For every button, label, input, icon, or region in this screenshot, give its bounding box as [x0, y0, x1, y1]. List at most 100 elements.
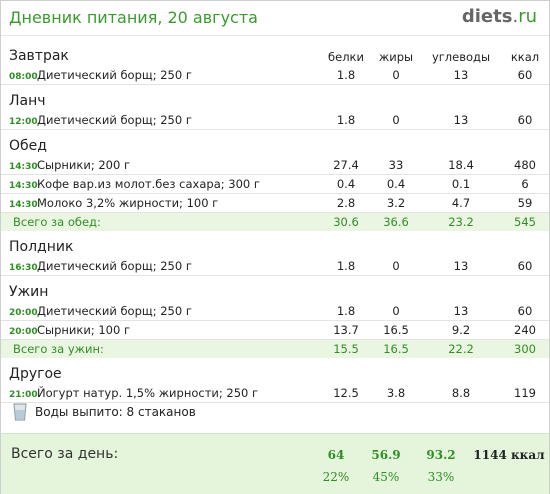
diary-body: Завтрак белки жиры углеводы ккал 08:00Ди…: [1, 36, 549, 403]
food-fats: 0.4: [371, 174, 421, 194]
day-proteins-pct: 22%: [322, 470, 350, 484]
meal-total-row: Всего за обед: 30.6 36.6 23.2 545: [1, 212, 549, 231]
meal-header-row: Ланч: [1, 85, 549, 112]
food-cell: 16:30Диетический борщ; 250 г: [1, 257, 321, 276]
food-time: 08:00: [9, 72, 38, 82]
food-proteins: 13.7: [321, 320, 371, 340]
food-fats: 0: [371, 302, 421, 321]
empty-cell: [501, 130, 549, 157]
food-proteins: 1.8: [321, 111, 371, 130]
meal-name: Другое: [9, 366, 62, 382]
day-total-label: Всего за день:: [11, 446, 119, 462]
day-fats-pct: 45%: [372, 470, 400, 484]
meal-total-row: Всего за ужин: 15.5 16.5 22.2 300: [1, 339, 549, 358]
food-carbs: 4.7: [421, 193, 501, 213]
empty-cell: [321, 358, 371, 384]
food-name: Диетический борщ; 250 г: [37, 304, 192, 318]
empty-cell: [371, 276, 421, 303]
empty-cell: [421, 85, 501, 112]
food-fats: 0: [371, 257, 421, 276]
food-time: 14:30: [9, 162, 38, 172]
meal-name: Ужин: [9, 284, 49, 300]
food-carbs: 13: [421, 66, 501, 85]
food-fats: 0: [371, 66, 421, 85]
food-time: 12:00: [9, 117, 38, 127]
food-row[interactable]: 14:30Молоко 3,2% жирности; 100 г 2.8 3.2 4.…: [1, 193, 549, 213]
food-row[interactable]: 20:00Сырники; 100 г 13.7 16.5 9.2 240: [1, 320, 549, 340]
food-fats: 3.2: [371, 193, 421, 213]
food-kcal: 6: [501, 174, 549, 194]
empty-cell: [321, 231, 371, 257]
col-proteins: белки: [328, 50, 364, 64]
empty-cell: [421, 358, 501, 384]
food-row[interactable]: 12:00Диетический борщ; 250 г 1.8 0 13 60: [1, 111, 549, 130]
food-time: 21:00: [9, 390, 38, 400]
food-fats: 0: [371, 111, 421, 130]
meal-total-proteins: 15.5: [321, 339, 371, 358]
food-proteins: 1.8: [321, 257, 371, 276]
day-total: Всего за день: 64 56.9 93.2 1144 ккал 22…: [1, 433, 549, 494]
header-divider: [1, 35, 549, 36]
food-kcal: 60: [501, 111, 549, 130]
food-kcal: 60: [501, 257, 549, 276]
food-proteins: 27.4: [321, 156, 371, 175]
food-row[interactable]: 14:30Сырники; 200 г 27.4 33 18.4 480: [1, 156, 549, 175]
meal-total-label: Всего за обед:: [1, 212, 321, 231]
empty-cell: [421, 231, 501, 257]
food-name: Диетический борщ; 250 г: [37, 259, 192, 273]
food-name: Молоко 3,2% жирности; 100 г: [37, 196, 219, 210]
food-name: Сырники; 200 г: [37, 158, 130, 172]
food-cell: 12:00Диетический борщ; 250 г: [1, 111, 321, 130]
page-title: Дневник питания, 20 августа: [9, 8, 258, 27]
food-row[interactable]: 08:00Диетический борщ; 250 г 1.8 0 13 60: [1, 66, 549, 85]
day-carbs-pct: 33%: [427, 470, 455, 484]
meal-name: Полдник: [9, 239, 74, 255]
food-carbs: 13: [421, 257, 501, 276]
logo-main: diets: [461, 6, 513, 27]
meal-total-label: Всего за ужин:: [1, 339, 321, 358]
col-kcal: ккал: [510, 50, 540, 64]
empty-cell: [421, 276, 501, 303]
food-fats: 16.5: [371, 320, 421, 340]
empty-cell: [501, 85, 549, 112]
food-row[interactable]: 16:30Диетический борщ; 250 г 1.8 0 13 60: [1, 257, 549, 276]
empty-cell: [371, 231, 421, 257]
meal-total-proteins: 30.6: [321, 212, 371, 231]
day-total-proteins: 64: [327, 448, 345, 462]
col-fats: жиры: [378, 50, 414, 64]
empty-cell: [501, 276, 549, 303]
empty-cell: [321, 130, 371, 157]
day-total-carbs: 93.2: [426, 448, 456, 462]
meal-total-kcal: 545: [501, 212, 549, 231]
food-row[interactable]: 20:00Диетический борщ; 250 г 1.8 0 13 60: [1, 302, 549, 321]
food-kcal: 480: [501, 156, 549, 175]
food-time: 14:30: [9, 200, 38, 210]
food-cell: 20:00Диетический борщ; 250 г: [1, 302, 321, 321]
food-name: Диетический борщ; 250 г: [37, 68, 192, 82]
food-fats: 3.8: [371, 384, 421, 403]
water-text: Воды выпито: 8 стаканов: [35, 405, 196, 419]
food-proteins: 1.8: [321, 66, 371, 85]
diary-table: Завтрак белки жиры углеводы ккал 08:00Ди…: [1, 36, 549, 403]
food-proteins: 12.5: [321, 384, 371, 403]
empty-cell: [321, 85, 371, 112]
col-carbs: углеводы: [431, 50, 491, 64]
meal-header-row: Другое: [1, 358, 549, 384]
site-logo[interactable]: diets.ru: [462, 6, 537, 27]
food-row[interactable]: 14:30Кофе вар.из молот.без сахара; 300 г…: [1, 174, 549, 194]
meal-total-carbs: 22.2: [421, 339, 501, 358]
meal-header-row: Обед: [1, 130, 549, 157]
food-kcal: 119: [501, 384, 549, 403]
empty-cell: [371, 130, 421, 157]
food-time: 20:00: [9, 308, 38, 318]
food-carbs: 13: [421, 111, 501, 130]
day-total-fats: 56.9: [371, 448, 401, 462]
empty-cell: [321, 276, 371, 303]
meal-total-carbs: 23.2: [421, 212, 501, 231]
food-carbs: 9.2: [421, 320, 501, 340]
meal-total-fats: 36.6: [371, 212, 421, 231]
food-proteins: 2.8: [321, 193, 371, 213]
glass-icon: [13, 403, 27, 421]
logo-tld: ru: [518, 6, 537, 27]
